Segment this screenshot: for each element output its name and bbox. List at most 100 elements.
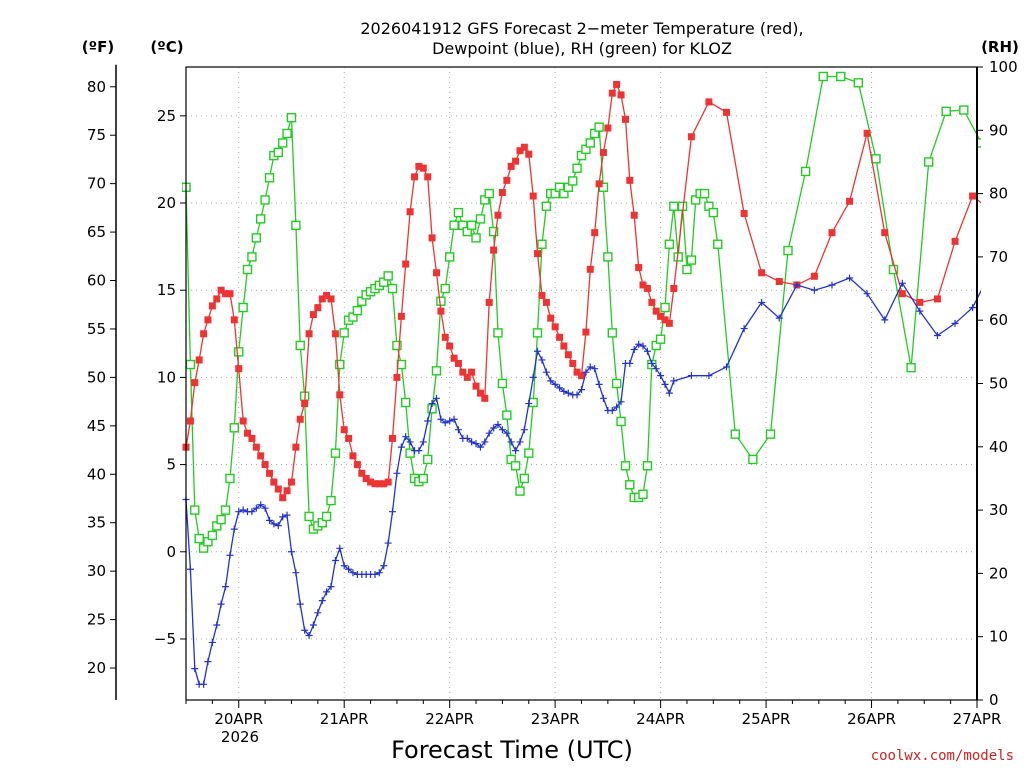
temperature-point bbox=[969, 192, 977, 200]
x-tick-label: 23APR bbox=[531, 710, 580, 728]
rh-point bbox=[251, 233, 262, 243]
rh-point bbox=[616, 416, 626, 427]
dewpoint-point bbox=[630, 345, 638, 353]
dewpoint-point bbox=[327, 583, 335, 591]
fahrenheit-tick-label: 20 bbox=[87, 659, 106, 677]
temperature-point bbox=[525, 150, 533, 158]
dewpoint-point bbox=[793, 281, 801, 289]
rh-point bbox=[488, 226, 499, 237]
rh-point bbox=[818, 71, 828, 82]
dewpoint-point bbox=[652, 365, 660, 373]
rh-tick-label: 10 bbox=[989, 628, 1008, 646]
temperature-point bbox=[186, 417, 194, 425]
rh-point bbox=[625, 480, 635, 490]
dewpoint-point bbox=[331, 556, 339, 564]
dewpoint-point bbox=[424, 417, 432, 425]
temperature-point bbox=[933, 295, 941, 303]
temperature-point bbox=[463, 373, 471, 381]
rh-point bbox=[286, 112, 297, 123]
dewpoint-point bbox=[578, 386, 585, 394]
rh-point bbox=[247, 252, 257, 262]
rh-point bbox=[888, 264, 899, 275]
temperature-point bbox=[279, 494, 287, 502]
rh-point bbox=[190, 505, 200, 515]
dewpoint-point bbox=[481, 438, 489, 446]
dewpoint-point bbox=[428, 400, 436, 408]
dewpoint-point bbox=[898, 279, 906, 287]
dewpoint-point bbox=[454, 426, 462, 434]
dewpoint-point bbox=[529, 373, 537, 381]
temperature-point bbox=[266, 469, 274, 477]
temperature-point bbox=[916, 298, 924, 306]
temperature-point bbox=[226, 290, 234, 298]
temperature-point bbox=[305, 330, 313, 338]
temperature-point bbox=[951, 237, 959, 245]
dewpoint-series bbox=[182, 274, 981, 688]
dewpoint-point bbox=[520, 426, 528, 434]
fahrenheit-tick-label: 35 bbox=[87, 514, 106, 532]
axes: −5 0 5 10 15 20 25 20 25 30 35 40 45 50 55 60 65 70 75 80 0 1… bbox=[87, 58, 1018, 728]
gridlines bbox=[186, 67, 977, 700]
temperature-point bbox=[230, 316, 238, 324]
rh-point bbox=[444, 252, 455, 262]
temperature-point bbox=[1000, 229, 1007, 236]
temperature-point bbox=[740, 209, 748, 217]
dewpoint-point bbox=[657, 372, 665, 380]
dewpoint-point bbox=[507, 438, 515, 446]
dewpoint-point bbox=[586, 363, 594, 371]
rh-point bbox=[655, 334, 666, 344]
temperature-point bbox=[424, 173, 432, 181]
rh-point bbox=[304, 511, 314, 522]
rh-point bbox=[238, 302, 248, 313]
dewpoint-point bbox=[643, 347, 651, 355]
temperature-point bbox=[261, 461, 269, 469]
temperature-point bbox=[432, 269, 440, 277]
temperature-point bbox=[987, 206, 994, 213]
temperature-point bbox=[248, 434, 256, 442]
rh-point bbox=[871, 154, 881, 164]
temperature-point bbox=[318, 295, 326, 303]
rh-point bbox=[484, 188, 494, 199]
x-tick-label: 26APR bbox=[847, 710, 896, 728]
dewpoint-point bbox=[810, 286, 818, 294]
rh-point bbox=[541, 201, 552, 211]
rh-point bbox=[278, 138, 288, 148]
rh-point bbox=[976, 138, 981, 148]
fahrenheit-tick-label: 25 bbox=[87, 611, 106, 629]
temperature-point bbox=[538, 291, 546, 299]
dewpoint-point bbox=[758, 298, 766, 306]
temperature-point bbox=[367, 478, 375, 486]
temperature-point bbox=[547, 314, 555, 322]
temperature-point bbox=[415, 162, 423, 170]
temperature-point bbox=[534, 250, 542, 258]
rh-point bbox=[620, 461, 631, 471]
dewpoint-point bbox=[217, 600, 225, 608]
dewpoint-point bbox=[257, 501, 265, 509]
temperature-point bbox=[586, 265, 594, 273]
celsius-tick-label: 15 bbox=[157, 281, 176, 299]
rh-point bbox=[642, 461, 653, 471]
dewpoint-point bbox=[230, 525, 238, 533]
temperature-point bbox=[604, 124, 612, 132]
x-tick-label: 22APR bbox=[425, 710, 474, 728]
data-series bbox=[182, 71, 1007, 688]
rh-point bbox=[220, 505, 231, 515]
temperature-point bbox=[380, 480, 388, 488]
temperature-point bbox=[358, 469, 366, 477]
dewpoint-point bbox=[261, 504, 269, 512]
celsius-tick-label: −5 bbox=[154, 630, 176, 648]
dewpoint-point bbox=[538, 356, 546, 364]
rh-tick-label: 100 bbox=[989, 58, 1018, 76]
rh-point bbox=[800, 166, 811, 177]
dewpoint-point bbox=[437, 415, 445, 423]
fahrenheit-tick-label: 50 bbox=[87, 368, 106, 386]
rh-point bbox=[466, 220, 477, 230]
temperature-point bbox=[494, 211, 502, 219]
dewpoint-point bbox=[951, 319, 959, 327]
temperature-point bbox=[621, 115, 629, 123]
temperature-point bbox=[898, 290, 906, 298]
dewpoint-point bbox=[239, 506, 247, 514]
temperature-point bbox=[578, 372, 585, 380]
dewpoint-point bbox=[613, 403, 621, 411]
